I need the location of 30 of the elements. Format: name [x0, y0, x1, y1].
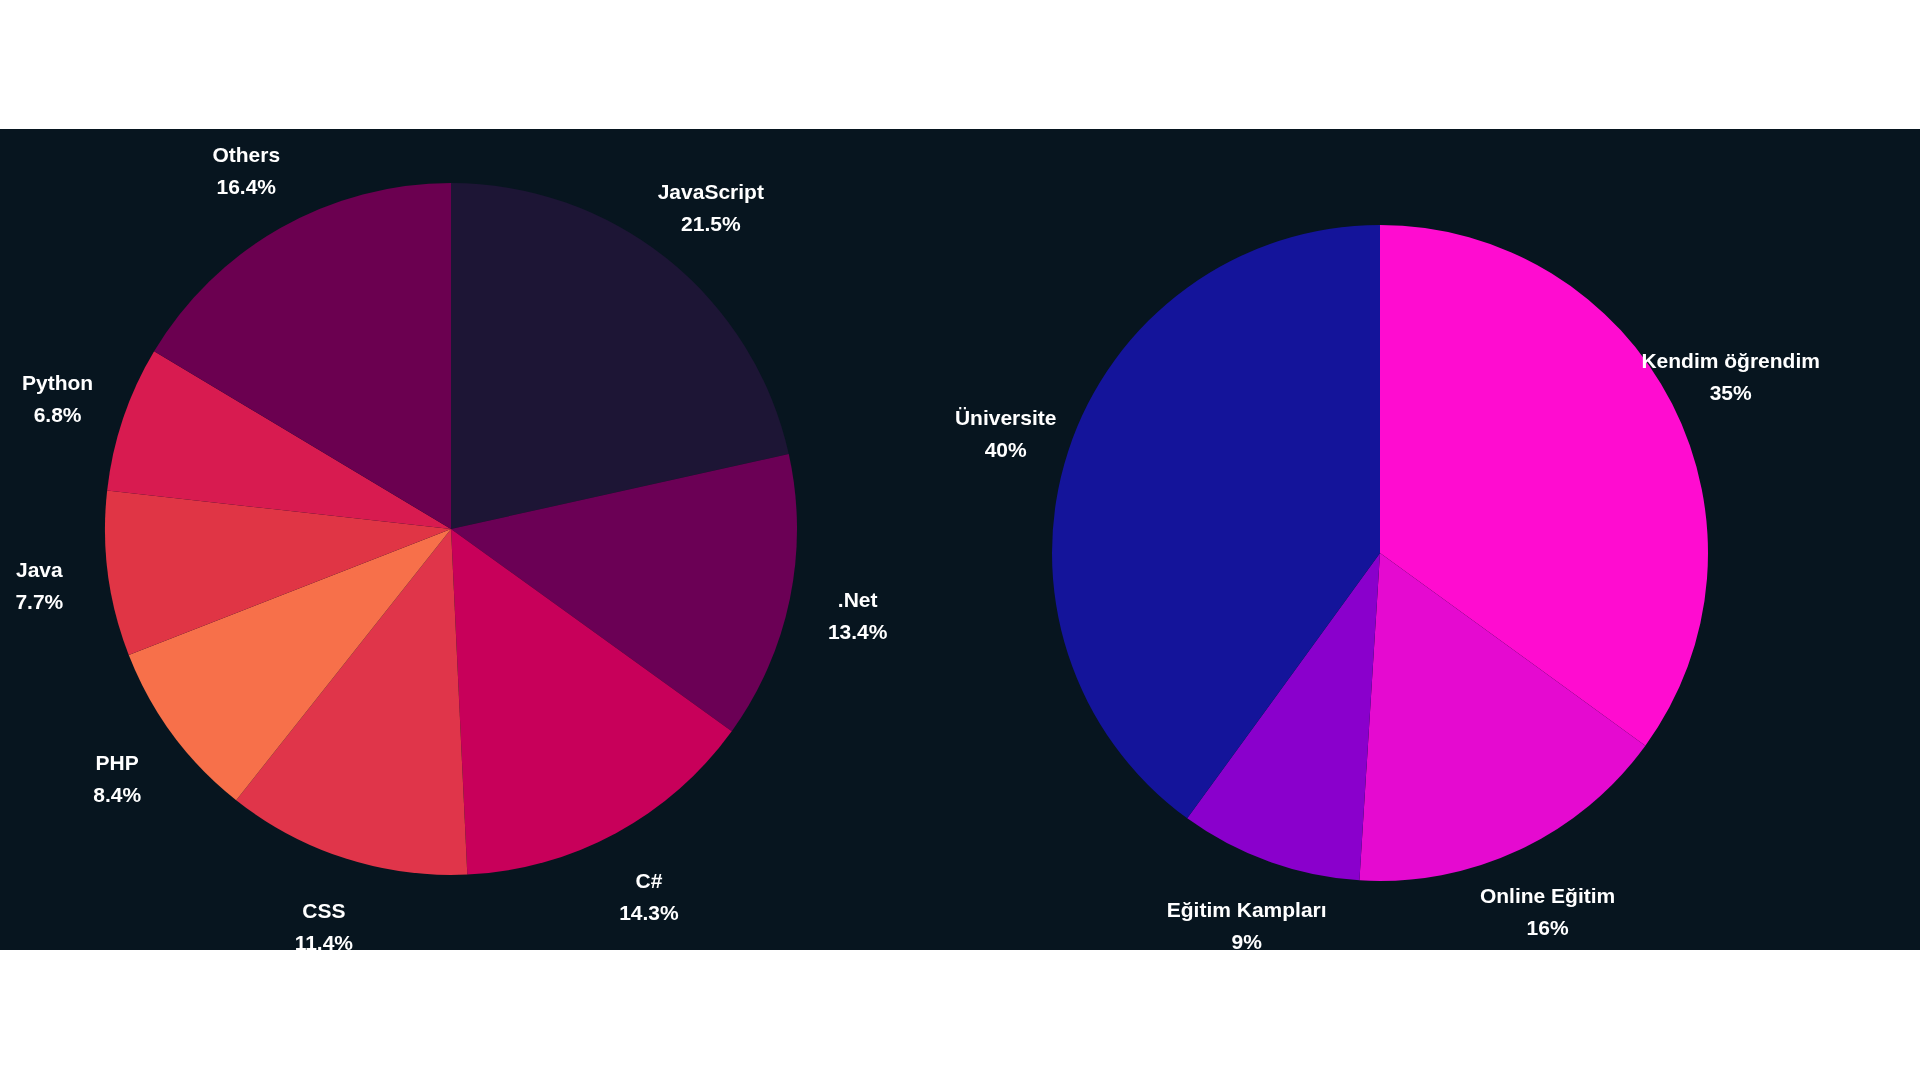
slice-label: C#: [635, 868, 663, 892]
data-label: 16.4%: [216, 174, 277, 198]
data-label: 7.7%: [15, 590, 64, 614]
slice-label: .Net: [837, 587, 878, 611]
pie-slice: [1187, 553, 1380, 881]
pie-slice: [107, 351, 451, 529]
pie-slice: [451, 183, 789, 529]
slice-label: JavaScript: [657, 180, 764, 204]
data-label: 9%: [1231, 930, 1263, 954]
data-label: 35%: [1709, 381, 1753, 405]
pie-slice: [1359, 553, 1646, 881]
pie-slice: [451, 453, 797, 732]
slice-label: Kendim öğrendim: [1641, 349, 1820, 373]
slice-label: Online Eğitim: [1479, 884, 1616, 908]
slice-label: CSS: [302, 899, 346, 923]
data-label: 13.4%: [827, 619, 888, 643]
pie-slice: [451, 529, 732, 875]
slice-label: Others: [212, 142, 281, 166]
data-label: 11.4%: [294, 931, 354, 955]
slice-label: PHP: [95, 750, 139, 774]
data-label: 21.5%: [681, 212, 741, 236]
slice-label: Java: [15, 558, 64, 582]
data-label: 6.8%: [33, 403, 82, 427]
slice-label: Eğitim Kampları: [1166, 898, 1327, 922]
data-label: 8.4%: [93, 782, 142, 806]
slice-label: Python: [22, 371, 94, 395]
data-label: 14.3%: [619, 900, 680, 924]
data-label: 16%: [1526, 916, 1569, 940]
data-label: 40%: [984, 438, 1028, 462]
slice-label: Üniversite: [954, 406, 1057, 430]
